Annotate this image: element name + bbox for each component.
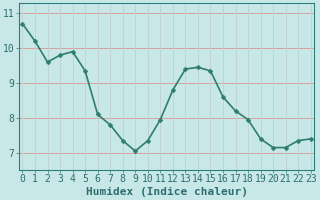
X-axis label: Humidex (Indice chaleur): Humidex (Indice chaleur) — [85, 187, 248, 197]
